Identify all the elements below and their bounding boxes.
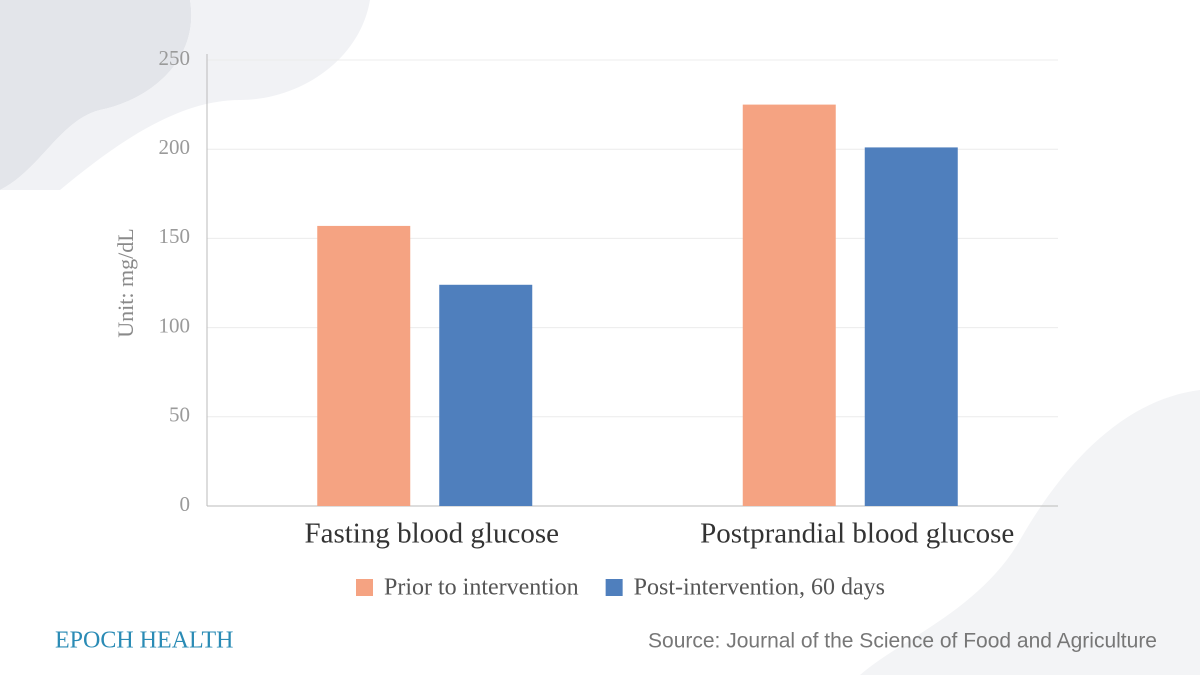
y-tick-label: 50 <box>169 403 190 427</box>
background-shape <box>0 0 370 190</box>
y-tick-label: 200 <box>159 135 191 159</box>
x-tick-label: Postprandial blood glucose <box>700 518 1014 550</box>
legend-label: Prior to intervention <box>384 575 579 601</box>
legend-swatch <box>356 579 373 596</box>
source: Source: Journal of the Science of Food a… <box>648 630 1157 653</box>
y-tick-label: 0 <box>180 492 191 516</box>
bar <box>864 147 958 506</box>
brand: EPOCH HEALTH <box>55 628 233 654</box>
y-tick-label: 150 <box>159 224 191 248</box>
legend-label: Post-intervention, 60 days <box>634 575 885 601</box>
background-shape <box>860 390 1200 675</box>
x-tick-label: Fasting blood glucose <box>304 518 559 550</box>
bar <box>439 284 533 506</box>
background-shape <box>0 0 192 190</box>
bar <box>742 104 836 506</box>
y-tick-label: 100 <box>159 313 191 337</box>
y-tick-label: 250 <box>159 46 191 70</box>
y-axis-label: Unit: mg/dL <box>113 228 138 337</box>
legend-swatch <box>605 579 623 596</box>
bar <box>317 225 411 507</box>
